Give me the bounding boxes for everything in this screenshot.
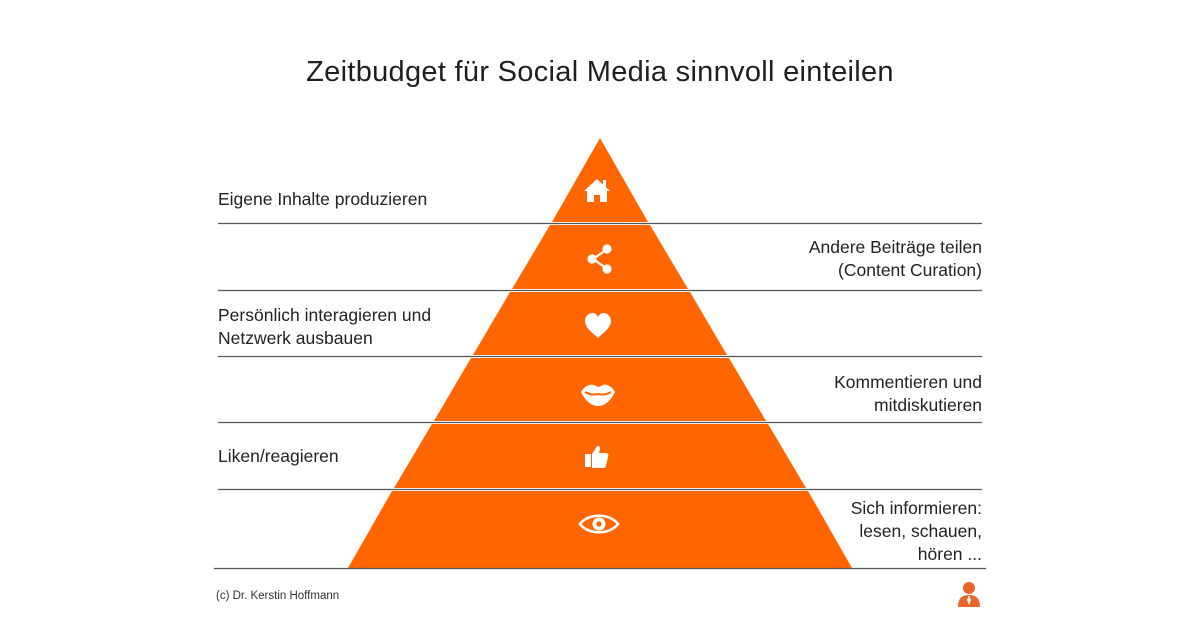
eye-icon bbox=[578, 514, 620, 534]
level-label-get-informed: Sich informieren: lesen, schauen, hören … bbox=[850, 498, 982, 564]
pyramid-level-1 bbox=[552, 138, 648, 222]
lips-icon bbox=[581, 384, 615, 406]
heart-icon bbox=[585, 313, 611, 338]
level-label-like-react: Liken/reagieren bbox=[218, 446, 339, 466]
page-title: Zeitbudget für Social Media sinnvoll ein… bbox=[306, 56, 894, 88]
pyramid-level-2 bbox=[512, 225, 688, 289]
copyright-credit: (c) Dr. Kerstin Hoffmann bbox=[216, 590, 340, 602]
level-label-interact-network: Persönlich interagieren und Netzwerk aus… bbox=[218, 305, 432, 348]
house-icon bbox=[584, 179, 610, 202]
thumbs-up-icon bbox=[585, 445, 609, 468]
level-label-content-curation: Andere Beiträge teilen (Content Curation… bbox=[808, 237, 982, 280]
level-label-comment-discuss: Kommentieren und mitdiskutieren bbox=[834, 372, 982, 415]
share-icon bbox=[587, 244, 612, 274]
person-icon bbox=[958, 582, 980, 607]
level-label-produce-content: Eigene Inhalte produzieren bbox=[218, 189, 428, 209]
